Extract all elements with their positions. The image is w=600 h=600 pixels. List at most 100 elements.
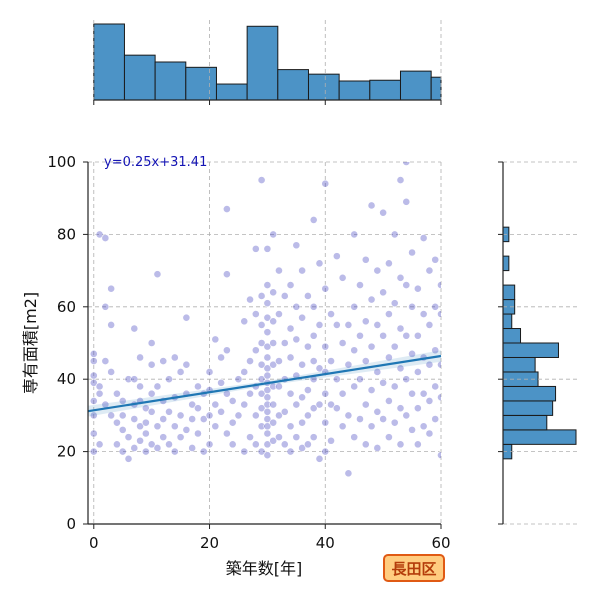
scatter-point bbox=[402, 197, 411, 206]
regression-line bbox=[87, 354, 442, 413]
scatter-point bbox=[413, 284, 422, 293]
top-hist-bar bbox=[338, 80, 371, 101]
scatter-point bbox=[286, 353, 295, 362]
scatter-point bbox=[130, 444, 139, 452]
scatter-point bbox=[147, 389, 156, 398]
scatter-point bbox=[170, 422, 179, 431]
scatter-point bbox=[251, 440, 260, 449]
y-tick-label: 60 bbox=[57, 298, 76, 316]
scatter-point bbox=[263, 313, 272, 322]
right-hist-bar bbox=[502, 328, 522, 344]
scatter-point bbox=[327, 436, 335, 445]
x-tick-label: 40 bbox=[316, 534, 335, 552]
scatter-point bbox=[431, 346, 440, 355]
scatter-point bbox=[419, 234, 428, 242]
scatter-point bbox=[176, 433, 185, 442]
scatter-point bbox=[246, 433, 254, 442]
scatter-point bbox=[257, 422, 266, 431]
scatter-point bbox=[89, 357, 98, 365]
scatter-point bbox=[315, 320, 324, 329]
scatter-point bbox=[402, 331, 411, 340]
scatter-point bbox=[240, 447, 249, 456]
scatter-point bbox=[304, 386, 312, 394]
scatter-point bbox=[390, 342, 399, 351]
scatter-point bbox=[246, 357, 254, 365]
scatter-point bbox=[113, 440, 121, 449]
scatter-point bbox=[373, 320, 382, 329]
scatter-point bbox=[101, 302, 110, 311]
scatter-point bbox=[332, 375, 341, 384]
main-axes: 0 20 40 60 0 20 40 60 80 100 bbox=[47, 153, 450, 552]
scatter-point bbox=[199, 415, 208, 423]
district-badge: 長田区 bbox=[383, 554, 445, 582]
scatter-point bbox=[390, 382, 399, 391]
scatter-point bbox=[153, 382, 162, 391]
right-hist-bar bbox=[502, 429, 577, 445]
scatter-point bbox=[304, 411, 312, 420]
scatter-point bbox=[315, 364, 324, 373]
scatter-point bbox=[89, 349, 98, 358]
scatter-point bbox=[240, 400, 249, 409]
scatter-point bbox=[269, 400, 278, 409]
scatter-point bbox=[136, 382, 144, 391]
scatter-point bbox=[356, 375, 364, 384]
scatter-point bbox=[385, 310, 393, 318]
scatter-point bbox=[419, 422, 428, 431]
scatter-point bbox=[304, 292, 312, 300]
scatter-point bbox=[269, 360, 278, 369]
scatter-point bbox=[425, 266, 434, 275]
scatter-point bbox=[124, 375, 133, 384]
scatter-point bbox=[356, 281, 364, 289]
right-hist-bar bbox=[502, 356, 536, 373]
scatter-point bbox=[379, 378, 388, 387]
scatter-point bbox=[222, 346, 231, 355]
scatter-point bbox=[205, 440, 214, 449]
scatter-point bbox=[257, 375, 266, 384]
scatter-point bbox=[431, 415, 440, 423]
scatter-point bbox=[361, 400, 370, 409]
scatter-point bbox=[95, 389, 104, 398]
scatter-point bbox=[263, 407, 272, 416]
scatter-point bbox=[217, 353, 225, 362]
scatter-point bbox=[141, 404, 150, 413]
scatter-point bbox=[361, 440, 370, 449]
scatter-point bbox=[298, 393, 307, 402]
scatter-point bbox=[147, 339, 156, 347]
right-hist-bar bbox=[502, 414, 548, 431]
top-hist-bar bbox=[430, 76, 442, 101]
scatter-point bbox=[437, 281, 441, 289]
top-hist-bar bbox=[154, 61, 187, 101]
top-hist-bar bbox=[399, 70, 432, 101]
scatter-point bbox=[101, 234, 110, 242]
scatter-point bbox=[263, 440, 272, 449]
scatter-point bbox=[251, 310, 260, 318]
scatter-point bbox=[263, 328, 272, 337]
scatter-point bbox=[113, 389, 121, 398]
scatter-point bbox=[332, 252, 341, 261]
scatter-point bbox=[286, 422, 295, 431]
scatter-point bbox=[437, 310, 441, 318]
scatter-point bbox=[269, 317, 278, 326]
scatter-point bbox=[321, 284, 330, 293]
scatter-point bbox=[222, 205, 231, 213]
scatter-point bbox=[141, 418, 150, 427]
scatter-point bbox=[89, 447, 98, 456]
x-axis-label: 築年数[年] bbox=[226, 559, 303, 578]
scatter-point bbox=[234, 375, 243, 384]
scatter-point bbox=[304, 342, 312, 351]
top-hist-bar bbox=[369, 79, 401, 101]
top-hist-bar bbox=[246, 25, 279, 101]
scatter-point bbox=[309, 216, 318, 224]
scatter-point bbox=[89, 397, 98, 405]
scatter-point bbox=[379, 208, 388, 217]
scatter-point bbox=[298, 266, 307, 275]
scatter-point bbox=[321, 179, 330, 188]
scatter-point bbox=[431, 382, 440, 391]
scatter-point bbox=[263, 342, 272, 351]
scatter-point bbox=[170, 353, 179, 362]
scatter-point bbox=[413, 331, 422, 340]
scatter-point bbox=[385, 259, 393, 268]
scatter-point bbox=[118, 397, 127, 405]
regression-line-group bbox=[87, 350, 442, 417]
y-axis-label: 専有面積[m2] bbox=[21, 292, 40, 394]
